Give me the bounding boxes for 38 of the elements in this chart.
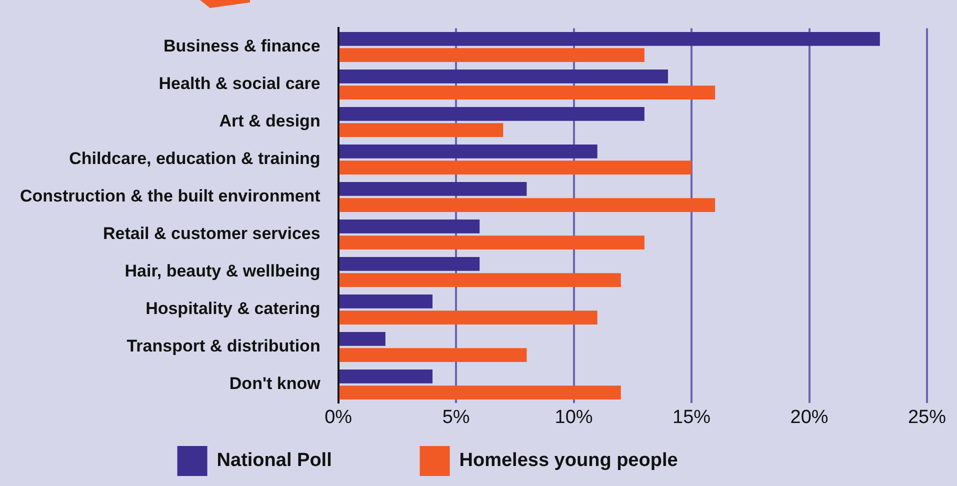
bar — [339, 310, 598, 324]
x-tick-label: 5% — [442, 406, 470, 428]
y-tick-label: Business & finance — [164, 36, 320, 56]
bar — [339, 106, 644, 121]
bar — [339, 69, 668, 84]
bar — [339, 160, 692, 174]
bar — [339, 144, 598, 158]
bar — [339, 236, 644, 250]
y-tick-label: Art & design — [219, 112, 320, 131]
bar — [339, 369, 433, 384]
y-tick-label: Transport & distribution — [126, 336, 320, 356]
bar — [339, 332, 386, 346]
y-tick-label: Hospitality & catering — [146, 299, 320, 318]
bar — [339, 219, 480, 234]
x-tick-label: 0% — [324, 406, 352, 428]
bar — [339, 294, 433, 308]
bar — [339, 348, 527, 362]
x-tick-label: 10% — [554, 406, 593, 428]
x-tick-label: 15% — [672, 406, 711, 428]
legend-label: National Poll — [216, 450, 406, 472]
bar — [339, 256, 480, 271]
y-tick-label: Childcare, education & training — [69, 149, 320, 168]
bar — [339, 386, 621, 400]
y-tick-label: Construction & the built environment — [20, 186, 321, 206]
y-tick-label: Don't know — [229, 374, 322, 394]
bar — [339, 273, 621, 287]
y-tick-label: Hair, beauty & wellbeing — [124, 262, 320, 281]
bar — [339, 86, 716, 100]
bar — [339, 182, 527, 196]
x-tick-label: 20% — [790, 406, 828, 428]
bar — [339, 32, 880, 46]
bar — [339, 198, 716, 212]
x-tick-label: 25% — [908, 406, 946, 428]
legend-label: Homeless young people — [459, 450, 752, 472]
y-tick-label: Health & social care — [158, 74, 320, 94]
bar — [339, 123, 504, 137]
bar — [339, 48, 644, 62]
y-tick-label: Retail & customer services — [102, 224, 320, 244]
